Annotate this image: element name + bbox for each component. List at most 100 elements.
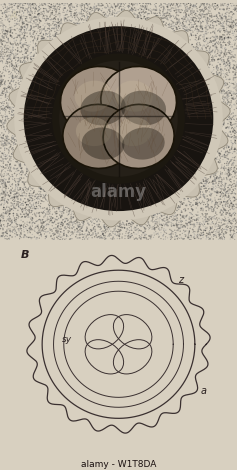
Point	[101, 227, 105, 235]
Point	[153, 80, 156, 87]
Point	[55, 181, 59, 189]
Point	[188, 201, 191, 209]
Point	[180, 15, 184, 23]
Point	[168, 73, 172, 81]
Point	[154, 149, 158, 157]
Point	[224, 14, 228, 22]
Point	[4, 92, 8, 99]
Point	[7, 84, 11, 91]
Point	[127, 192, 130, 199]
Point	[201, 191, 205, 199]
Point	[143, 197, 147, 205]
Point	[184, 132, 188, 140]
Point	[229, 24, 233, 31]
Point	[54, 224, 58, 232]
Point	[8, 232, 12, 239]
Point	[134, 211, 137, 218]
Point	[69, 98, 73, 105]
Point	[187, 0, 191, 7]
Point	[58, 30, 62, 37]
Point	[63, 79, 67, 87]
Point	[164, 129, 168, 136]
Point	[175, 53, 179, 61]
Point	[30, 203, 33, 210]
Point	[100, 106, 104, 113]
Point	[181, 31, 185, 39]
Point	[182, 110, 186, 118]
Point	[153, 195, 157, 203]
Point	[169, 233, 173, 240]
Point	[141, 204, 145, 212]
Point	[74, 110, 78, 117]
Point	[219, 44, 223, 51]
Point	[76, 190, 79, 197]
Point	[224, 124, 228, 132]
Point	[71, 42, 75, 49]
Point	[123, 224, 127, 232]
Point	[59, 100, 62, 107]
Point	[50, 115, 54, 122]
Point	[207, 78, 210, 86]
Point	[75, 172, 79, 180]
Point	[181, 18, 184, 26]
Point	[176, 81, 180, 89]
Point	[151, 15, 155, 22]
Point	[232, 173, 236, 180]
Point	[161, 30, 165, 38]
Point	[156, 77, 160, 85]
Point	[117, 210, 121, 217]
Point	[89, 42, 92, 49]
Point	[3, 22, 6, 29]
Point	[144, 176, 148, 184]
Point	[22, 221, 26, 229]
Point	[7, 100, 11, 107]
Point	[17, 125, 21, 132]
Point	[75, 43, 79, 51]
Point	[79, 163, 83, 171]
Point	[229, 166, 233, 173]
Point	[172, 19, 176, 26]
Point	[8, 213, 11, 220]
Point	[106, 49, 110, 57]
Point	[57, 215, 60, 222]
Point	[125, 13, 129, 20]
Point	[163, 9, 167, 17]
Point	[105, 78, 109, 86]
Point	[231, 154, 234, 161]
Point	[12, 204, 16, 212]
Point	[118, 184, 122, 191]
Point	[9, 105, 13, 112]
Point	[175, 141, 178, 148]
Point	[232, 95, 235, 103]
Point	[205, 154, 209, 162]
Point	[234, 63, 237, 71]
Point	[33, 145, 37, 153]
Point	[92, 43, 96, 51]
Point	[80, 124, 84, 132]
Point	[189, 199, 193, 206]
Point	[52, 98, 56, 106]
Point	[100, 50, 104, 57]
Point	[65, 53, 68, 60]
Point	[110, 109, 114, 116]
Point	[235, 146, 237, 154]
Point	[85, 100, 89, 108]
Point	[222, 6, 226, 13]
Point	[72, 89, 76, 96]
Point	[102, 88, 105, 95]
Point	[181, 0, 185, 7]
Point	[170, 173, 174, 181]
Point	[79, 8, 83, 15]
Point	[80, 144, 84, 152]
Point	[103, 150, 107, 157]
Point	[80, 109, 84, 116]
Point	[79, 122, 83, 130]
Point	[48, 141, 51, 149]
Point	[113, 168, 116, 176]
Point	[19, 84, 23, 92]
Point	[151, 185, 155, 192]
Point	[162, 147, 166, 155]
Point	[34, 178, 38, 185]
Point	[197, 64, 201, 71]
Point	[203, 98, 206, 106]
